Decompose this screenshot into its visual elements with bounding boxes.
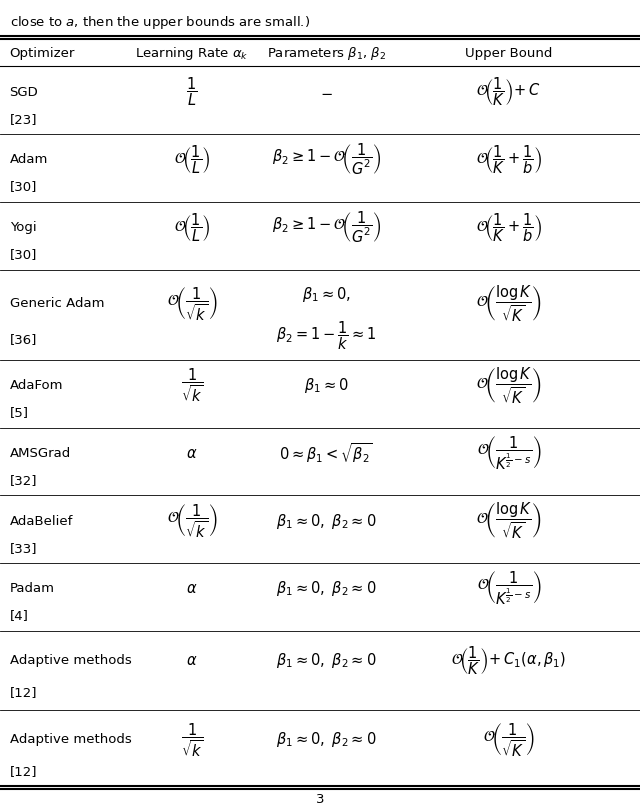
- Text: Adaptive methods: Adaptive methods: [10, 733, 131, 746]
- Text: [30]: [30]: [10, 248, 37, 261]
- Text: $\beta_1 \approx 0,\ \beta_2 \approx 0$: $\beta_1 \approx 0,\ \beta_2 \approx 0$: [276, 651, 376, 671]
- Text: AMSGrad: AMSGrad: [10, 447, 71, 460]
- Text: [23]: [23]: [10, 112, 37, 125]
- Text: $\mathcal{O}\!\left(\dfrac{1}{\sqrt{k}}\right)$: $\mathcal{O}\!\left(\dfrac{1}{\sqrt{k}}\…: [167, 285, 217, 323]
- Text: $\beta_2 = 1 - \dfrac{1}{k} \approx 1$: $\beta_2 = 1 - \dfrac{1}{k} \approx 1$: [276, 320, 376, 352]
- Text: SGD: SGD: [10, 86, 38, 99]
- Text: [30]: [30]: [10, 180, 37, 193]
- Text: [12]: [12]: [10, 686, 37, 699]
- Text: $\alpha$: $\alpha$: [186, 581, 198, 596]
- Text: $0 \approx \beta_1 < \sqrt{\beta_2}$: $0 \approx \beta_1 < \sqrt{\beta_2}$: [280, 442, 373, 465]
- Text: $\mathcal{O}\!\left(\dfrac{1}{\sqrt{K}}\right)$: $\mathcal{O}\!\left(\dfrac{1}{\sqrt{K}}\…: [483, 721, 534, 759]
- Text: $\mathcal{O}\!\left(\dfrac{1}{K^{\frac{1}{2}-s}}\right)$: $\mathcal{O}\!\left(\dfrac{1}{K^{\frac{1…: [477, 570, 541, 608]
- Text: $\mathcal{O}\!\left(\dfrac{1}{L}\right)$: $\mathcal{O}\!\left(\dfrac{1}{L}\right)$: [173, 211, 211, 244]
- Text: $\dfrac{1}{\sqrt{k}}$: $\dfrac{1}{\sqrt{k}}$: [180, 721, 204, 759]
- Text: Generic Adam: Generic Adam: [10, 298, 104, 311]
- Text: [4]: [4]: [10, 609, 28, 622]
- Text: $\mathcal{O}\!\left(\dfrac{1}{\sqrt{k}}\right)$: $\mathcal{O}\!\left(\dfrac{1}{\sqrt{k}}\…: [167, 502, 217, 540]
- Text: Adam: Adam: [10, 153, 48, 167]
- Text: [12]: [12]: [10, 765, 37, 778]
- Text: $\beta_1 \approx 0$: $\beta_1 \approx 0$: [304, 376, 349, 395]
- Text: $\beta_2 \geq 1 - \mathcal{O}\!\left(\dfrac{1}{G^2}\right)$: $\beta_2 \geq 1 - \mathcal{O}\!\left(\df…: [272, 210, 381, 245]
- Text: 3: 3: [316, 793, 324, 806]
- Text: $\mathcal{O}\!\left(\dfrac{1}{K^{\frac{1}{2}-s}}\right)$: $\mathcal{O}\!\left(\dfrac{1}{K^{\frac{1…: [477, 434, 541, 472]
- Text: $\alpha$: $\alpha$: [186, 446, 198, 461]
- Text: $\mathcal{O}\!\left(\dfrac{\log K}{\sqrt{K}}\right)$: $\mathcal{O}\!\left(\dfrac{\log K}{\sqrt…: [476, 284, 541, 324]
- Text: [36]: [36]: [10, 333, 37, 346]
- Text: [33]: [33]: [10, 541, 37, 555]
- Text: Parameters $\beta_1$, $\beta_2$: Parameters $\beta_1$, $\beta_2$: [267, 44, 386, 62]
- Text: [32]: [32]: [10, 474, 37, 487]
- Text: [5]: [5]: [10, 406, 29, 419]
- Text: $\mathcal{O}\!\left(\dfrac{\log K}{\sqrt{K}}\right)$: $\mathcal{O}\!\left(\dfrac{\log K}{\sqrt…: [476, 366, 541, 406]
- Text: AdaBelief: AdaBelief: [10, 515, 73, 527]
- Text: Optimizer: Optimizer: [10, 47, 75, 60]
- Text: $-$: $-$: [320, 85, 333, 100]
- Text: $\dfrac{1}{\sqrt{k}}$: $\dfrac{1}{\sqrt{k}}$: [180, 366, 204, 404]
- Text: $\mathcal{O}\!\left(\dfrac{1}{K}+\dfrac{1}{b}\right)$: $\mathcal{O}\!\left(\dfrac{1}{K}+\dfrac{…: [476, 143, 542, 176]
- Text: $\beta_2 \geq 1 - \mathcal{O}\!\left(\dfrac{1}{G^2}\right)$: $\beta_2 \geq 1 - \mathcal{O}\!\left(\df…: [272, 142, 381, 177]
- Text: $\mathcal{O}\!\left(\dfrac{\log K}{\sqrt{K}}\right)$: $\mathcal{O}\!\left(\dfrac{\log K}{\sqrt…: [476, 501, 541, 541]
- Text: Learning Rate $\alpha_k$: Learning Rate $\alpha_k$: [135, 44, 249, 62]
- Text: $\dfrac{1}{L}$: $\dfrac{1}{L}$: [186, 76, 198, 108]
- Text: $\beta_1 \approx 0,\ \beta_2 \approx 0$: $\beta_1 \approx 0,\ \beta_2 \approx 0$: [276, 579, 376, 598]
- Text: $\beta_1 \approx 0,$: $\beta_1 \approx 0,$: [302, 286, 351, 304]
- Text: $\mathcal{O}\!\left(\dfrac{1}{K}+\dfrac{1}{b}\right)$: $\mathcal{O}\!\left(\dfrac{1}{K}+\dfrac{…: [476, 211, 542, 244]
- Text: $\beta_1 \approx 0,\ \beta_2 \approx 0$: $\beta_1 \approx 0,\ \beta_2 \approx 0$: [276, 511, 376, 531]
- Text: close to $a$, then the upper bounds are small.): close to $a$, then the upper bounds are …: [10, 14, 310, 32]
- Text: Upper Bound: Upper Bound: [465, 47, 552, 60]
- Text: AdaFom: AdaFom: [10, 379, 63, 392]
- Text: $\mathcal{O}\!\left(\dfrac{1}{K}\right)\!+C_1(\alpha, \beta_1)$: $\mathcal{O}\!\left(\dfrac{1}{K}\right)\…: [451, 645, 566, 677]
- Text: $\alpha$: $\alpha$: [186, 654, 198, 668]
- Text: $\mathcal{O}\!\left(\dfrac{1}{L}\right)$: $\mathcal{O}\!\left(\dfrac{1}{L}\right)$: [173, 143, 211, 176]
- Text: Yogi: Yogi: [10, 221, 36, 234]
- Text: $\mathcal{O}\!\left(\dfrac{1}{K}\right)\!+C$: $\mathcal{O}\!\left(\dfrac{1}{K}\right)\…: [476, 76, 541, 108]
- Text: Adaptive methods: Adaptive methods: [10, 654, 131, 667]
- Text: Padam: Padam: [10, 582, 54, 595]
- Text: $\beta_1 \approx 0,\ \beta_2 \approx 0$: $\beta_1 \approx 0,\ \beta_2 \approx 0$: [276, 731, 376, 749]
